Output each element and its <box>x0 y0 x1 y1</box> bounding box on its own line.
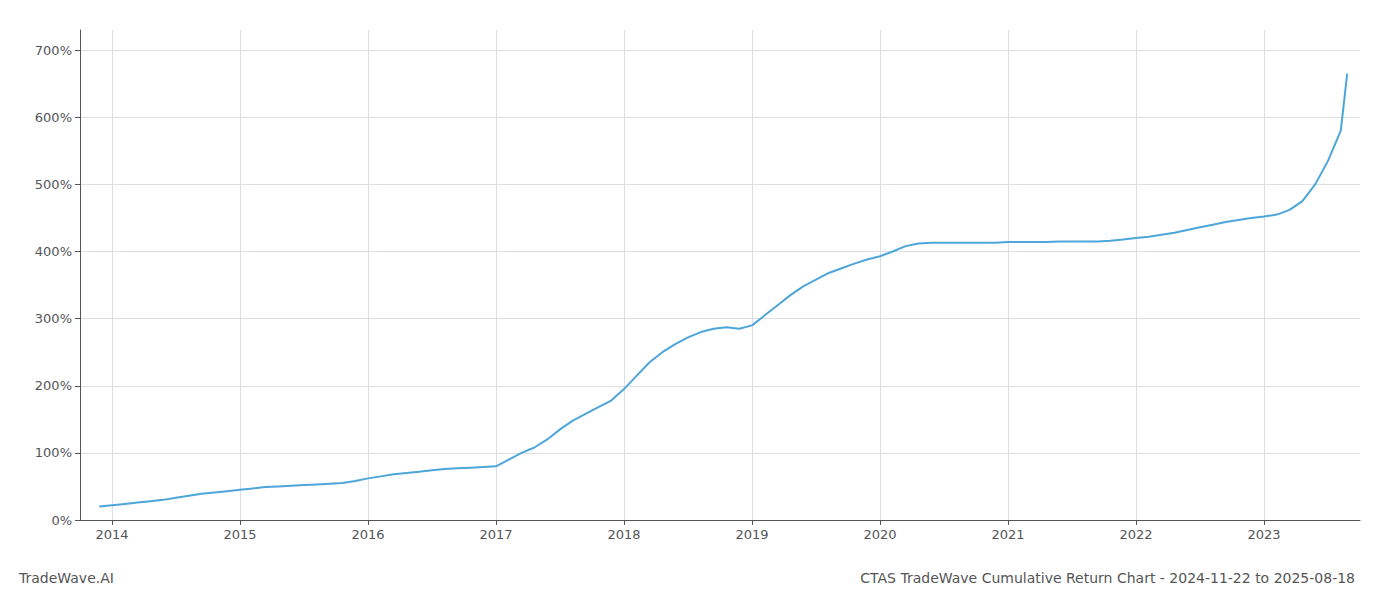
svg-text:2019: 2019 <box>735 527 768 542</box>
svg-text:500%: 500% <box>35 177 72 192</box>
svg-text:0%: 0% <box>51 513 72 528</box>
svg-text:CTAS TradeWave Cumulative Retu: CTAS TradeWave Cumulative Return Chart -… <box>860 570 1355 586</box>
svg-text:700%: 700% <box>35 43 72 58</box>
svg-text:2017: 2017 <box>479 527 512 542</box>
svg-text:100%: 100% <box>35 445 72 460</box>
svg-text:2021: 2021 <box>991 527 1024 542</box>
svg-text:2022: 2022 <box>1119 527 1152 542</box>
svg-text:2016: 2016 <box>351 527 384 542</box>
svg-text:2014: 2014 <box>95 527 128 542</box>
svg-text:TradeWave.AI: TradeWave.AI <box>18 570 114 586</box>
svg-text:200%: 200% <box>35 378 72 393</box>
svg-text:2018: 2018 <box>607 527 640 542</box>
svg-text:2015: 2015 <box>223 527 256 542</box>
svg-text:2023: 2023 <box>1247 527 1280 542</box>
svg-text:600%: 600% <box>35 110 72 125</box>
svg-text:400%: 400% <box>35 244 72 259</box>
svg-text:2020: 2020 <box>863 527 896 542</box>
svg-text:300%: 300% <box>35 311 72 326</box>
